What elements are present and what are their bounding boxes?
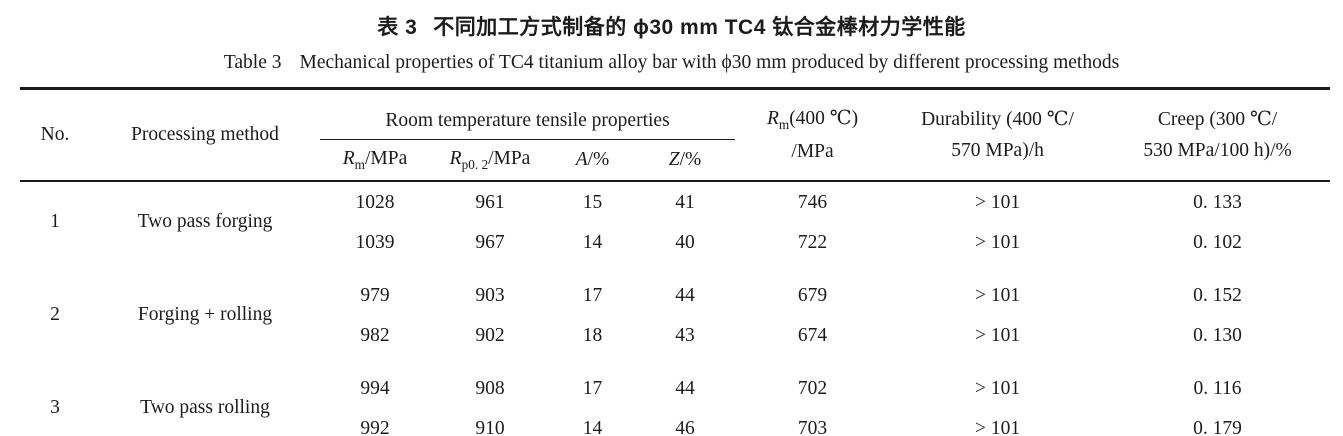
cell-durability: > 101 xyxy=(974,418,1021,436)
subscript-m: m xyxy=(778,116,790,132)
cell-rm-400c: 746 xyxy=(797,192,828,213)
table-row: 992 910 14 46 703 > 101 0. 179 xyxy=(20,410,1330,436)
table-caption-chinese-label: 表 3 xyxy=(377,16,418,39)
table-row: 982 902 18 43 674 > 101 0. 130 xyxy=(20,317,1330,355)
subscript-p02: p0. 2 xyxy=(461,156,489,172)
cell-rp02: 910 xyxy=(475,418,505,436)
cell-rp02: 967 xyxy=(475,232,505,253)
header-reduction: Z/% xyxy=(635,140,735,182)
table-caption-chinese: 表 3 不同加工方式制备的 ϕ30 mm TC4 钛合金棒材力学性能 xyxy=(0,0,1343,41)
cell-rm: 982 xyxy=(360,325,390,346)
cell-durability: > 101 xyxy=(974,378,1021,399)
symbol-R: R xyxy=(449,147,462,169)
cell-rp02: 961 xyxy=(475,192,505,213)
header-rm-400c: Rm(400 ℃) /MPa xyxy=(735,89,890,182)
cell-processing-method: Two pass rolling xyxy=(140,397,270,418)
cell-durability: > 101 xyxy=(974,325,1021,346)
table-caption-chinese-text: 不同加工方式制备的 ϕ30 mm TC4 钛合金棒材力学性能 xyxy=(433,16,966,39)
cell-group-no: 1 xyxy=(50,211,60,232)
header-elongation-unit: /% xyxy=(587,149,610,170)
header-creep-line2: 530 MPa/100 h)/% xyxy=(1143,139,1292,161)
cell-rm: 979 xyxy=(360,285,390,306)
header-rm-400c-unit: /MPa xyxy=(791,141,834,163)
cell-reduction: 41 xyxy=(675,192,695,213)
cell-reduction: 40 xyxy=(675,232,695,253)
symbol-R: R xyxy=(342,147,355,169)
header-processing-method: Processing method xyxy=(131,124,279,145)
cell-elongation: 17 xyxy=(582,285,603,306)
cell-reduction: 44 xyxy=(675,285,695,306)
cell-group-no: 2 xyxy=(50,304,60,325)
cell-creep: 0. 102 xyxy=(1193,232,1242,253)
header-reduction-unit: /% xyxy=(679,149,702,170)
table-caption-english-text: Mechanical properties of TC4 titanium al… xyxy=(299,52,1120,73)
table-row: 3 Two pass rolling 994 908 17 44 702 > 1… xyxy=(20,355,1330,418)
cell-elongation: 17 xyxy=(582,378,603,399)
cell-processing-method: Forging + rolling xyxy=(137,304,273,325)
cell-durability: > 101 xyxy=(974,285,1021,306)
cell-elongation: 18 xyxy=(582,325,603,346)
cell-elongation: 14 xyxy=(582,418,603,436)
table-caption-english: Table 3 Mechanical properties of TC4 tita… xyxy=(0,52,1343,74)
cell-rm: 1039 xyxy=(355,232,395,253)
cell-creep: 0. 116 xyxy=(1193,378,1242,399)
header-rm: Rm/MPa xyxy=(320,140,430,182)
cell-rm-400c: 703 xyxy=(797,418,828,436)
header-rp02-unit: /MPa xyxy=(488,147,531,169)
cell-elongation: 14 xyxy=(582,232,603,253)
header-no: No. xyxy=(40,124,70,145)
symbol-R: R xyxy=(766,107,779,129)
header-durability-line1: Durability (400 ℃/ xyxy=(921,109,1074,131)
header-group-room-temperature: Room temperature tensile properties xyxy=(320,88,736,140)
cell-rm: 992 xyxy=(360,418,390,436)
cell-rm: 994 xyxy=(360,378,390,399)
header-creep: Creep (300 ℃/ 530 MPa/100 h)/% xyxy=(1105,89,1330,182)
symbol-A: A xyxy=(575,149,588,170)
symbol-Z: Z xyxy=(668,149,680,170)
header-rm-400c-unit-open: (400 ℃) xyxy=(789,107,859,129)
table-row: 2 Forging + rolling 979 903 17 44 679 > … xyxy=(20,262,1330,325)
cell-reduction: 46 xyxy=(675,418,695,436)
cell-processing-method: Two pass forging xyxy=(137,211,273,232)
cell-creep: 0. 179 xyxy=(1193,418,1242,436)
header-durability: Durability (400 ℃/ 570 MPa)/h xyxy=(890,89,1105,182)
cell-elongation: 15 xyxy=(582,192,603,213)
cell-reduction: 44 xyxy=(675,378,695,399)
cell-rm-400c: 722 xyxy=(797,232,828,253)
subscript-m: m xyxy=(354,156,365,172)
table-row: 1039 967 14 40 722 > 101 0. 102 xyxy=(20,224,1330,262)
cell-rm-400c: 674 xyxy=(797,325,828,346)
cell-creep: 0. 152 xyxy=(1193,285,1242,306)
cell-durability: > 101 xyxy=(974,192,1021,213)
table-row: 1 Two pass forging 1028 961 15 41 746 > … xyxy=(20,181,1330,232)
cell-group-no: 3 xyxy=(50,397,60,418)
cell-rm-400c: 679 xyxy=(797,285,828,306)
cell-rp02: 908 xyxy=(475,378,505,399)
header-rm-unit: /MPa xyxy=(364,147,408,169)
cell-creep: 0. 130 xyxy=(1193,325,1242,346)
cell-durability: > 101 xyxy=(974,232,1021,253)
header-durability-line2: 570 MPa)/h xyxy=(951,139,1044,161)
cell-creep: 0. 133 xyxy=(1193,192,1242,213)
header-creep-line1: Creep (300 ℃/ xyxy=(1157,109,1278,131)
header-elongation: A/% xyxy=(550,140,635,182)
header-rp02: Rp0. 2/MPa xyxy=(430,140,550,182)
cell-rp02: 903 xyxy=(475,285,505,306)
cell-rm-400c: 702 xyxy=(797,378,828,399)
cell-reduction: 43 xyxy=(675,325,695,346)
cell-rm: 1028 xyxy=(355,192,395,213)
cell-rp02: 902 xyxy=(475,325,505,346)
mechanical-properties-table: No. Processing method Room temperature t… xyxy=(20,87,1331,436)
table-caption-english-label: Table 3 xyxy=(223,52,282,73)
